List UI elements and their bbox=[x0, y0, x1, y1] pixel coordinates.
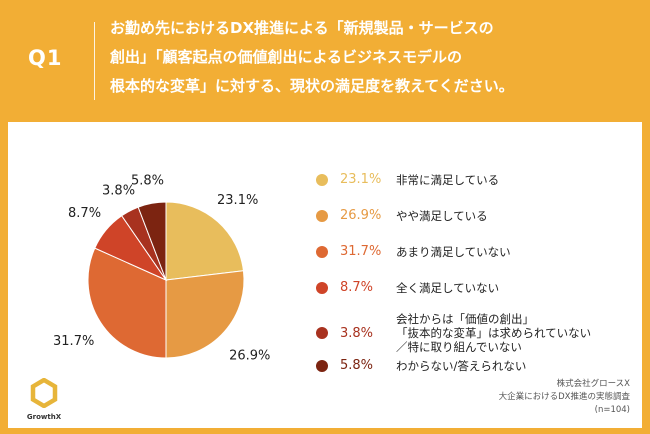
brand-name: GrowthX bbox=[26, 413, 62, 421]
legend-label: わからない/答えられない bbox=[396, 358, 527, 373]
legend-item: 31.7% あまり満足していない bbox=[316, 244, 511, 259]
pie-data-label: 31.7% bbox=[53, 334, 94, 349]
legend-label: 全く満足していない bbox=[396, 280, 500, 295]
pie-data-label: 5.8% bbox=[131, 174, 164, 189]
legend-item: 8.7% 全く満足していない bbox=[316, 280, 499, 295]
legend-swatch bbox=[316, 281, 328, 294]
legend-label: 非常に満足している bbox=[396, 172, 500, 187]
pie-slice bbox=[87, 247, 167, 359]
legend-percent: 5.8% bbox=[340, 358, 374, 373]
legend-item: 5.8% わからない/答えられない bbox=[316, 358, 526, 373]
legend-label: やや満足している bbox=[396, 208, 488, 223]
legend-percent: 26.9% bbox=[340, 208, 382, 223]
pie-data-label: 26.9% bbox=[229, 348, 270, 363]
legend-percent: 8.7% bbox=[340, 280, 374, 295]
legend-swatch bbox=[316, 327, 328, 339]
legend-label: あまり満足していない bbox=[396, 244, 511, 259]
legend-swatch bbox=[316, 173, 328, 186]
question-text: お勤め先におけるDX推進による「新規製品・サービスの 創出」「顧客起点の価値創出… bbox=[110, 14, 630, 101]
legend-item: 26.9% やや満足している bbox=[316, 208, 488, 223]
pie-data-label: 23.1% bbox=[217, 193, 258, 208]
pie-data-label: 8.7% bbox=[68, 206, 101, 221]
source-survey: 大企業におけるDX推進の実態調査 bbox=[498, 392, 630, 402]
question-line: 根本的な変革」に対する、現状の満足度を教えてください。 bbox=[110, 77, 514, 95]
source-sample-size: (n=104) bbox=[594, 405, 630, 415]
pie-data-label: 3.8% bbox=[102, 184, 135, 199]
chart-panel: 23.1% 26.9% 31.7% 8.7% 3.8% 5.8% 23.1% 非常に満足して… bbox=[8, 122, 642, 428]
legend-item: 23.1% 非常に満足している bbox=[316, 172, 499, 187]
question-line: 創出」「顧客起点の価値創出によるビジネスモデルの bbox=[110, 48, 463, 66]
pie-slice bbox=[165, 201, 245, 281]
legend-swatch bbox=[316, 245, 328, 258]
legend-percent: 3.8% bbox=[340, 325, 374, 341]
growthx-logo: GrowthX bbox=[20, 377, 68, 421]
pie-slice bbox=[165, 270, 245, 359]
header-divider bbox=[94, 22, 95, 100]
pie-slice bbox=[137, 201, 167, 281]
legend-percent: 23.1% bbox=[340, 172, 382, 187]
pie-chart: 23.1% 26.9% 31.7% 8.7%3.8%5.8% bbox=[53, 174, 270, 364]
question-line: お勤め先におけるDX推進による「新規製品・サービスの bbox=[110, 19, 494, 37]
legend-label: 会社からは「価値の創出」 「抜本的な変革」は求められていない ／特に取り組んでいない bbox=[396, 312, 592, 354]
growthx-logo-icon bbox=[30, 377, 58, 409]
source-company: 株式会社グロースX bbox=[556, 379, 630, 389]
legend-swatch bbox=[316, 209, 328, 222]
question-header: Q1 お勤め先におけるDX推進による「新規製品・サービスの 創出」「顧客起点の価… bbox=[0, 0, 650, 118]
source-note: 株式会社グロースX 大企業におけるDX推進の実態調査 (n=104) bbox=[499, 378, 630, 417]
legend-swatch bbox=[316, 359, 328, 372]
legend-item: 3.8% 会社からは「価値の創出」 「抜本的な変革」は求められていない ／特に取り組ん… bbox=[316, 312, 591, 354]
question-number: Q1 bbox=[28, 46, 63, 70]
legend-percent: 31.7% bbox=[340, 244, 382, 259]
